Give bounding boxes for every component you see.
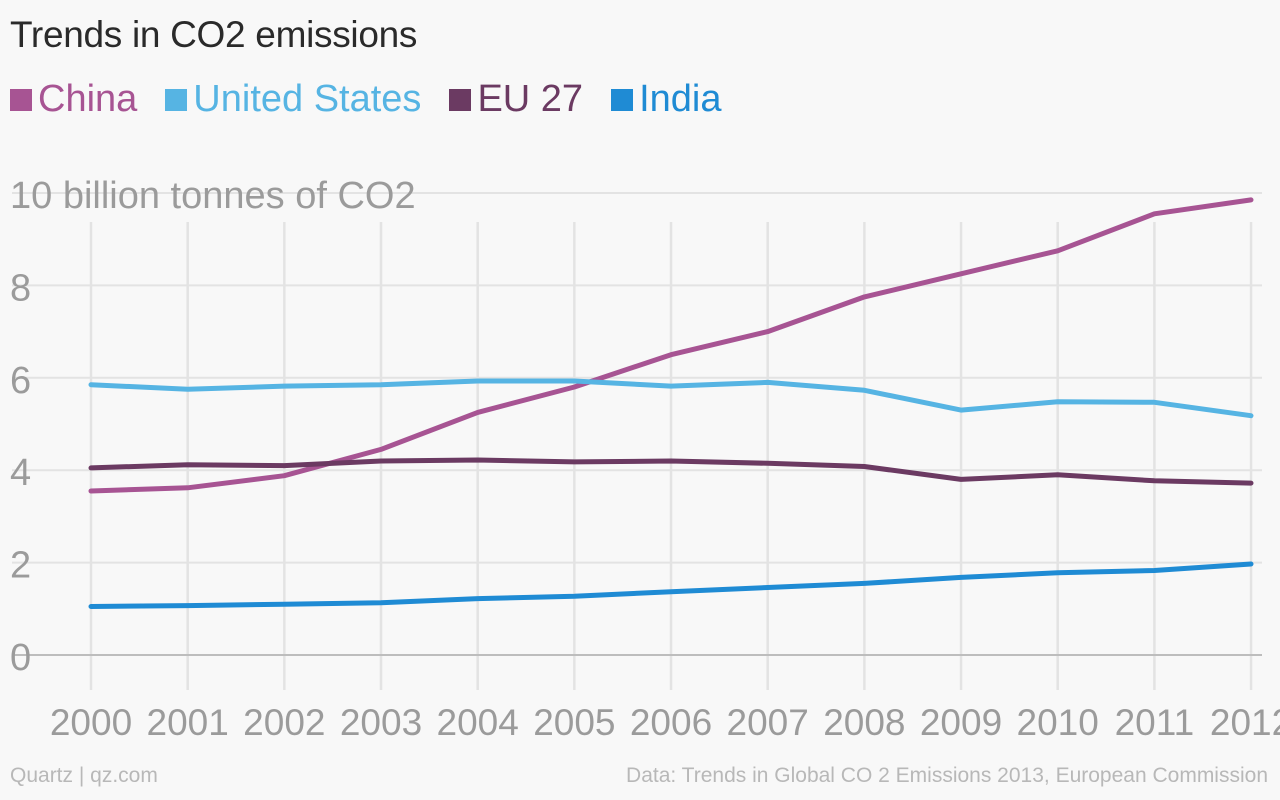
grid xyxy=(12,192,1262,690)
legend-item-china: China xyxy=(10,78,137,121)
x-tick-label: 2002 xyxy=(243,702,325,743)
y-tick-label: 4 xyxy=(10,452,31,494)
legend-swatch-united-states xyxy=(165,88,188,111)
x-tick-label: 2001 xyxy=(147,702,229,743)
x-tick-label: 2011 xyxy=(1115,702,1195,743)
series-line-china xyxy=(88,197,1254,494)
chart-title: Trends in CO2 emissions xyxy=(10,14,418,55)
x-tick-label: 2005 xyxy=(533,702,615,743)
chart-legend: China United States EU 27 India xyxy=(10,78,749,121)
x-tick-label: 2010 xyxy=(1017,702,1099,743)
line-chart: 0 2 4 6 8 10 billion tonnes of CO2 2000 2001 200… xyxy=(10,175,1280,743)
legend-swatch-india xyxy=(611,88,634,111)
series-line-united-states xyxy=(88,378,1254,419)
x-tick-label: 2000 xyxy=(50,702,132,743)
y-tick-label: 0 xyxy=(10,637,31,679)
series-line-india xyxy=(88,561,1254,609)
legend-item-united-states: United States xyxy=(165,78,421,121)
legend-swatch-china xyxy=(10,88,32,111)
source-credit[interactable]: Quartz | qz.com xyxy=(10,764,158,787)
y-tick-label: 10 billion tonnes of CO2 xyxy=(10,175,416,217)
legend-item-eu-27: EU 27 xyxy=(449,78,583,121)
legend-label-united-states: United States xyxy=(193,78,422,120)
x-tick-label: 2008 xyxy=(823,702,905,743)
series-lines xyxy=(88,197,1254,609)
x-tick-label: 2006 xyxy=(630,702,712,743)
y-tick-label: 6 xyxy=(10,360,31,402)
axes: 0 2 4 6 8 10 billion tonnes of CO2 2000 2001 200… xyxy=(10,175,1280,743)
legend-label-china: China xyxy=(38,78,138,120)
series-line-eu-27 xyxy=(88,457,1254,486)
legend-label-eu-27: EU 27 xyxy=(477,78,584,120)
x-tick-label: 2004 xyxy=(437,702,519,743)
legend-label-india: India xyxy=(639,78,722,120)
x-tick-label: 2009 xyxy=(920,702,1002,743)
y-tick-label: 2 xyxy=(10,545,31,587)
x-tick-label: 2012 xyxy=(1210,702,1280,743)
legend-swatch-eu-27 xyxy=(449,88,472,111)
y-tick-label: 8 xyxy=(10,267,31,309)
legend-item-india: India xyxy=(611,78,721,121)
data-source-note: Data: Trends in Global CO 2 Emissions 20… xyxy=(626,764,1268,787)
x-tick-label: 2007 xyxy=(727,702,809,743)
x-tick-label: 2003 xyxy=(340,702,422,743)
